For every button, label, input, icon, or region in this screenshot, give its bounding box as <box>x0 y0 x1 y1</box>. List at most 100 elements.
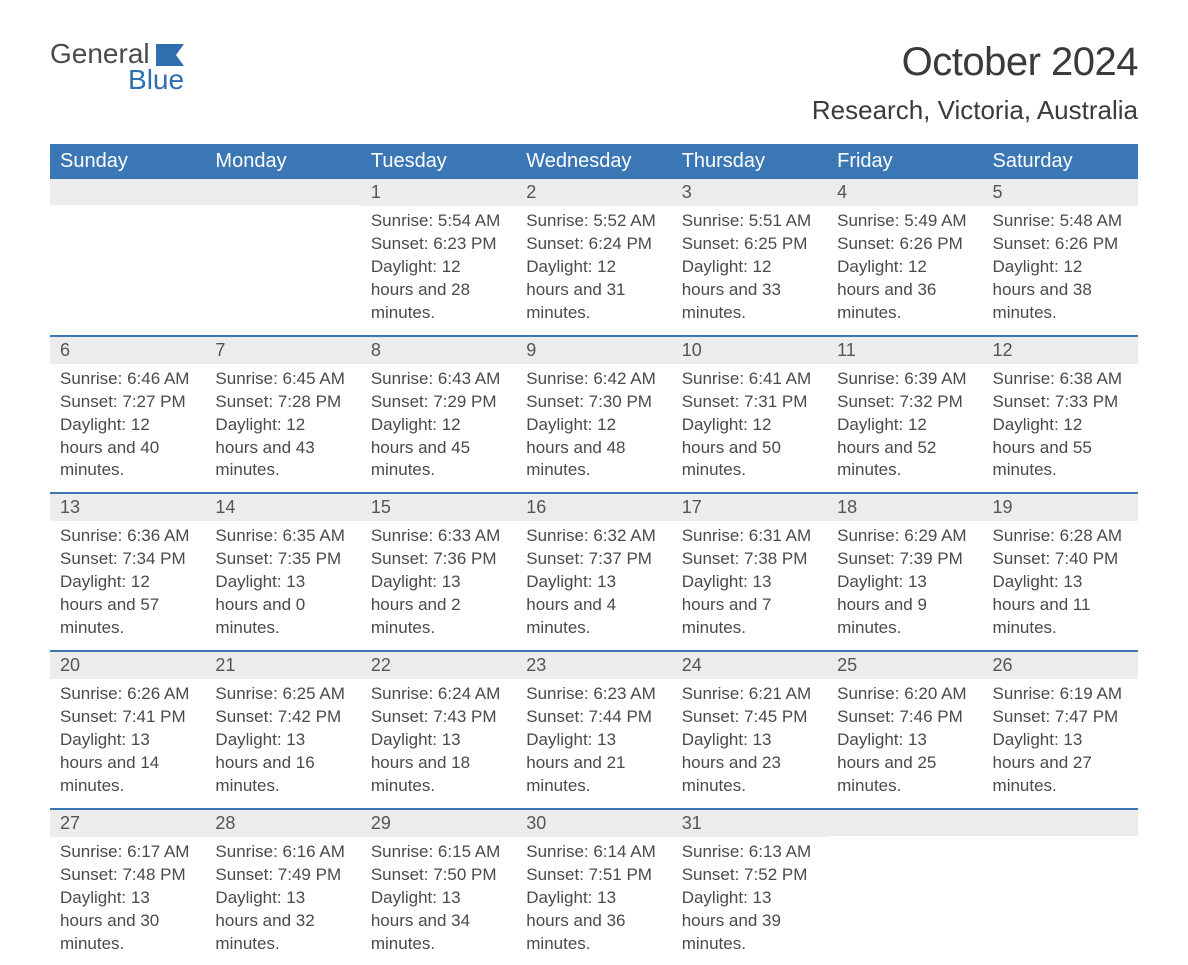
sunrise-line: Sunrise: 5:54 AM <box>371 210 506 233</box>
logo-blue: Blue <box>50 66 184 94</box>
sunset-line: Sunset: 7:44 PM <box>526 706 661 729</box>
sunset-line: Sunset: 7:41 PM <box>60 706 195 729</box>
daylight-line: Daylight: 13 hours and 11 minutes. <box>993 571 1128 640</box>
sunrise-line: Sunrise: 6:16 AM <box>215 841 350 864</box>
calendar-cell: 5Sunrise: 5:48 AMSunset: 6:26 PMDaylight… <box>983 179 1138 336</box>
day-details: Sunrise: 6:35 AMSunset: 7:35 PMDaylight:… <box>205 521 360 650</box>
sunrise-line: Sunrise: 6:24 AM <box>371 683 506 706</box>
calendar-cell: 19Sunrise: 6:28 AMSunset: 7:40 PMDayligh… <box>983 493 1138 651</box>
calendar-cell: 6Sunrise: 6:46 AMSunset: 7:27 PMDaylight… <box>50 336 205 494</box>
day-details: Sunrise: 5:54 AMSunset: 6:23 PMDaylight:… <box>361 206 516 335</box>
sunrise-line: Sunrise: 6:26 AM <box>60 683 195 706</box>
day-details: Sunrise: 6:26 AMSunset: 7:41 PMDaylight:… <box>50 679 205 808</box>
calendar-cell: 10Sunrise: 6:41 AMSunset: 7:31 PMDayligh… <box>672 336 827 494</box>
calendar-cell: 17Sunrise: 6:31 AMSunset: 7:38 PMDayligh… <box>672 493 827 651</box>
day-details: Sunrise: 6:24 AMSunset: 7:43 PMDaylight:… <box>361 679 516 808</box>
calendar-cell: 21Sunrise: 6:25 AMSunset: 7:42 PMDayligh… <box>205 651 360 809</box>
day-number: 1 <box>361 179 516 206</box>
sunrise-line: Sunrise: 5:51 AM <box>682 210 817 233</box>
sunset-line: Sunset: 7:49 PM <box>215 864 350 887</box>
daylight-line: Daylight: 12 hours and 40 minutes. <box>60 414 195 483</box>
sunrise-line: Sunrise: 5:49 AM <box>837 210 972 233</box>
day-details: Sunrise: 6:41 AMSunset: 7:31 PMDaylight:… <box>672 364 827 493</box>
calendar-row: 6Sunrise: 6:46 AMSunset: 7:27 PMDaylight… <box>50 336 1138 494</box>
daylight-line: Daylight: 13 hours and 23 minutes. <box>682 729 817 798</box>
day-number: 11 <box>827 337 982 364</box>
day-number <box>50 179 205 205</box>
day-number: 17 <box>672 494 827 521</box>
daylight-line: Daylight: 13 hours and 25 minutes. <box>837 729 972 798</box>
day-details: Sunrise: 6:29 AMSunset: 7:39 PMDaylight:… <box>827 521 982 650</box>
day-number: 19 <box>983 494 1138 521</box>
day-number: 20 <box>50 652 205 679</box>
daylight-line: Daylight: 13 hours and 16 minutes. <box>215 729 350 798</box>
sunrise-line: Sunrise: 6:42 AM <box>526 368 661 391</box>
sunset-line: Sunset: 6:23 PM <box>371 233 506 256</box>
sunset-line: Sunset: 7:30 PM <box>526 391 661 414</box>
day-details: Sunrise: 6:39 AMSunset: 7:32 PMDaylight:… <box>827 364 982 493</box>
day-details: Sunrise: 6:17 AMSunset: 7:48 PMDaylight:… <box>50 837 205 965</box>
day-number <box>983 810 1138 836</box>
sunrise-line: Sunrise: 6:45 AM <box>215 368 350 391</box>
calendar-cell: 25Sunrise: 6:20 AMSunset: 7:46 PMDayligh… <box>827 651 982 809</box>
weekday-header: Wednesday <box>516 144 671 179</box>
calendar-cell <box>827 809 982 965</box>
day-number: 18 <box>827 494 982 521</box>
daylight-line: Daylight: 12 hours and 52 minutes. <box>837 414 972 483</box>
day-number: 26 <box>983 652 1138 679</box>
calendar-cell: 7Sunrise: 6:45 AMSunset: 7:28 PMDaylight… <box>205 336 360 494</box>
sunset-line: Sunset: 7:33 PM <box>993 391 1128 414</box>
sunset-line: Sunset: 7:51 PM <box>526 864 661 887</box>
sunrise-line: Sunrise: 5:48 AM <box>993 210 1128 233</box>
day-details: Sunrise: 6:43 AMSunset: 7:29 PMDaylight:… <box>361 364 516 493</box>
day-details: Sunrise: 6:21 AMSunset: 7:45 PMDaylight:… <box>672 679 827 808</box>
day-details: Sunrise: 6:38 AMSunset: 7:33 PMDaylight:… <box>983 364 1138 493</box>
calendar-cell: 1Sunrise: 5:54 AMSunset: 6:23 PMDaylight… <box>361 179 516 336</box>
day-number: 14 <box>205 494 360 521</box>
daylight-line: Daylight: 13 hours and 4 minutes. <box>526 571 661 640</box>
sunrise-line: Sunrise: 6:13 AM <box>682 841 817 864</box>
calendar-body: 1Sunrise: 5:54 AMSunset: 6:23 PMDaylight… <box>50 179 1138 965</box>
day-number: 12 <box>983 337 1138 364</box>
daylight-line: Daylight: 12 hours and 28 minutes. <box>371 256 506 325</box>
sunrise-line: Sunrise: 6:17 AM <box>60 841 195 864</box>
calendar-row: 27Sunrise: 6:17 AMSunset: 7:48 PMDayligh… <box>50 809 1138 965</box>
daylight-line: Daylight: 12 hours and 57 minutes. <box>60 571 195 640</box>
title-block: October 2024 Research, Victoria, Austral… <box>812 40 1138 136</box>
daylight-line: Daylight: 12 hours and 36 minutes. <box>837 256 972 325</box>
day-details: Sunrise: 5:48 AMSunset: 6:26 PMDaylight:… <box>983 206 1138 335</box>
day-number: 24 <box>672 652 827 679</box>
sunrise-line: Sunrise: 6:15 AM <box>371 841 506 864</box>
daylight-line: Daylight: 13 hours and 14 minutes. <box>60 729 195 798</box>
daylight-line: Daylight: 12 hours and 55 minutes. <box>993 414 1128 483</box>
sunset-line: Sunset: 7:32 PM <box>837 391 972 414</box>
calendar-cell: 15Sunrise: 6:33 AMSunset: 7:36 PMDayligh… <box>361 493 516 651</box>
sunset-line: Sunset: 7:43 PM <box>371 706 506 729</box>
daylight-line: Daylight: 13 hours and 18 minutes. <box>371 729 506 798</box>
daylight-line: Daylight: 13 hours and 7 minutes. <box>682 571 817 640</box>
sunrise-line: Sunrise: 6:14 AM <box>526 841 661 864</box>
day-number: 2 <box>516 179 671 206</box>
day-number: 16 <box>516 494 671 521</box>
day-number: 3 <box>672 179 827 206</box>
daylight-line: Daylight: 13 hours and 39 minutes. <box>682 887 817 956</box>
day-number: 30 <box>516 810 671 837</box>
sunset-line: Sunset: 6:25 PM <box>682 233 817 256</box>
daylight-line: Daylight: 13 hours and 0 minutes. <box>215 571 350 640</box>
sunrise-line: Sunrise: 6:21 AM <box>682 683 817 706</box>
daylight-line: Daylight: 13 hours and 9 minutes. <box>837 571 972 640</box>
day-details: Sunrise: 5:49 AMSunset: 6:26 PMDaylight:… <box>827 206 982 335</box>
sunrise-line: Sunrise: 6:46 AM <box>60 368 195 391</box>
calendar-cell: 28Sunrise: 6:16 AMSunset: 7:49 PMDayligh… <box>205 809 360 965</box>
calendar-header: SundayMondayTuesdayWednesdayThursdayFrid… <box>50 144 1138 179</box>
day-number <box>205 179 360 205</box>
sunset-line: Sunset: 7:29 PM <box>371 391 506 414</box>
sunset-line: Sunset: 7:45 PM <box>682 706 817 729</box>
daylight-line: Daylight: 13 hours and 2 minutes. <box>371 571 506 640</box>
day-details: Sunrise: 6:45 AMSunset: 7:28 PMDaylight:… <box>205 364 360 493</box>
calendar-cell: 23Sunrise: 6:23 AMSunset: 7:44 PMDayligh… <box>516 651 671 809</box>
sunrise-line: Sunrise: 6:36 AM <box>60 525 195 548</box>
day-details: Sunrise: 5:51 AMSunset: 6:25 PMDaylight:… <box>672 206 827 335</box>
sunrise-line: Sunrise: 6:20 AM <box>837 683 972 706</box>
calendar-cell: 13Sunrise: 6:36 AMSunset: 7:34 PMDayligh… <box>50 493 205 651</box>
